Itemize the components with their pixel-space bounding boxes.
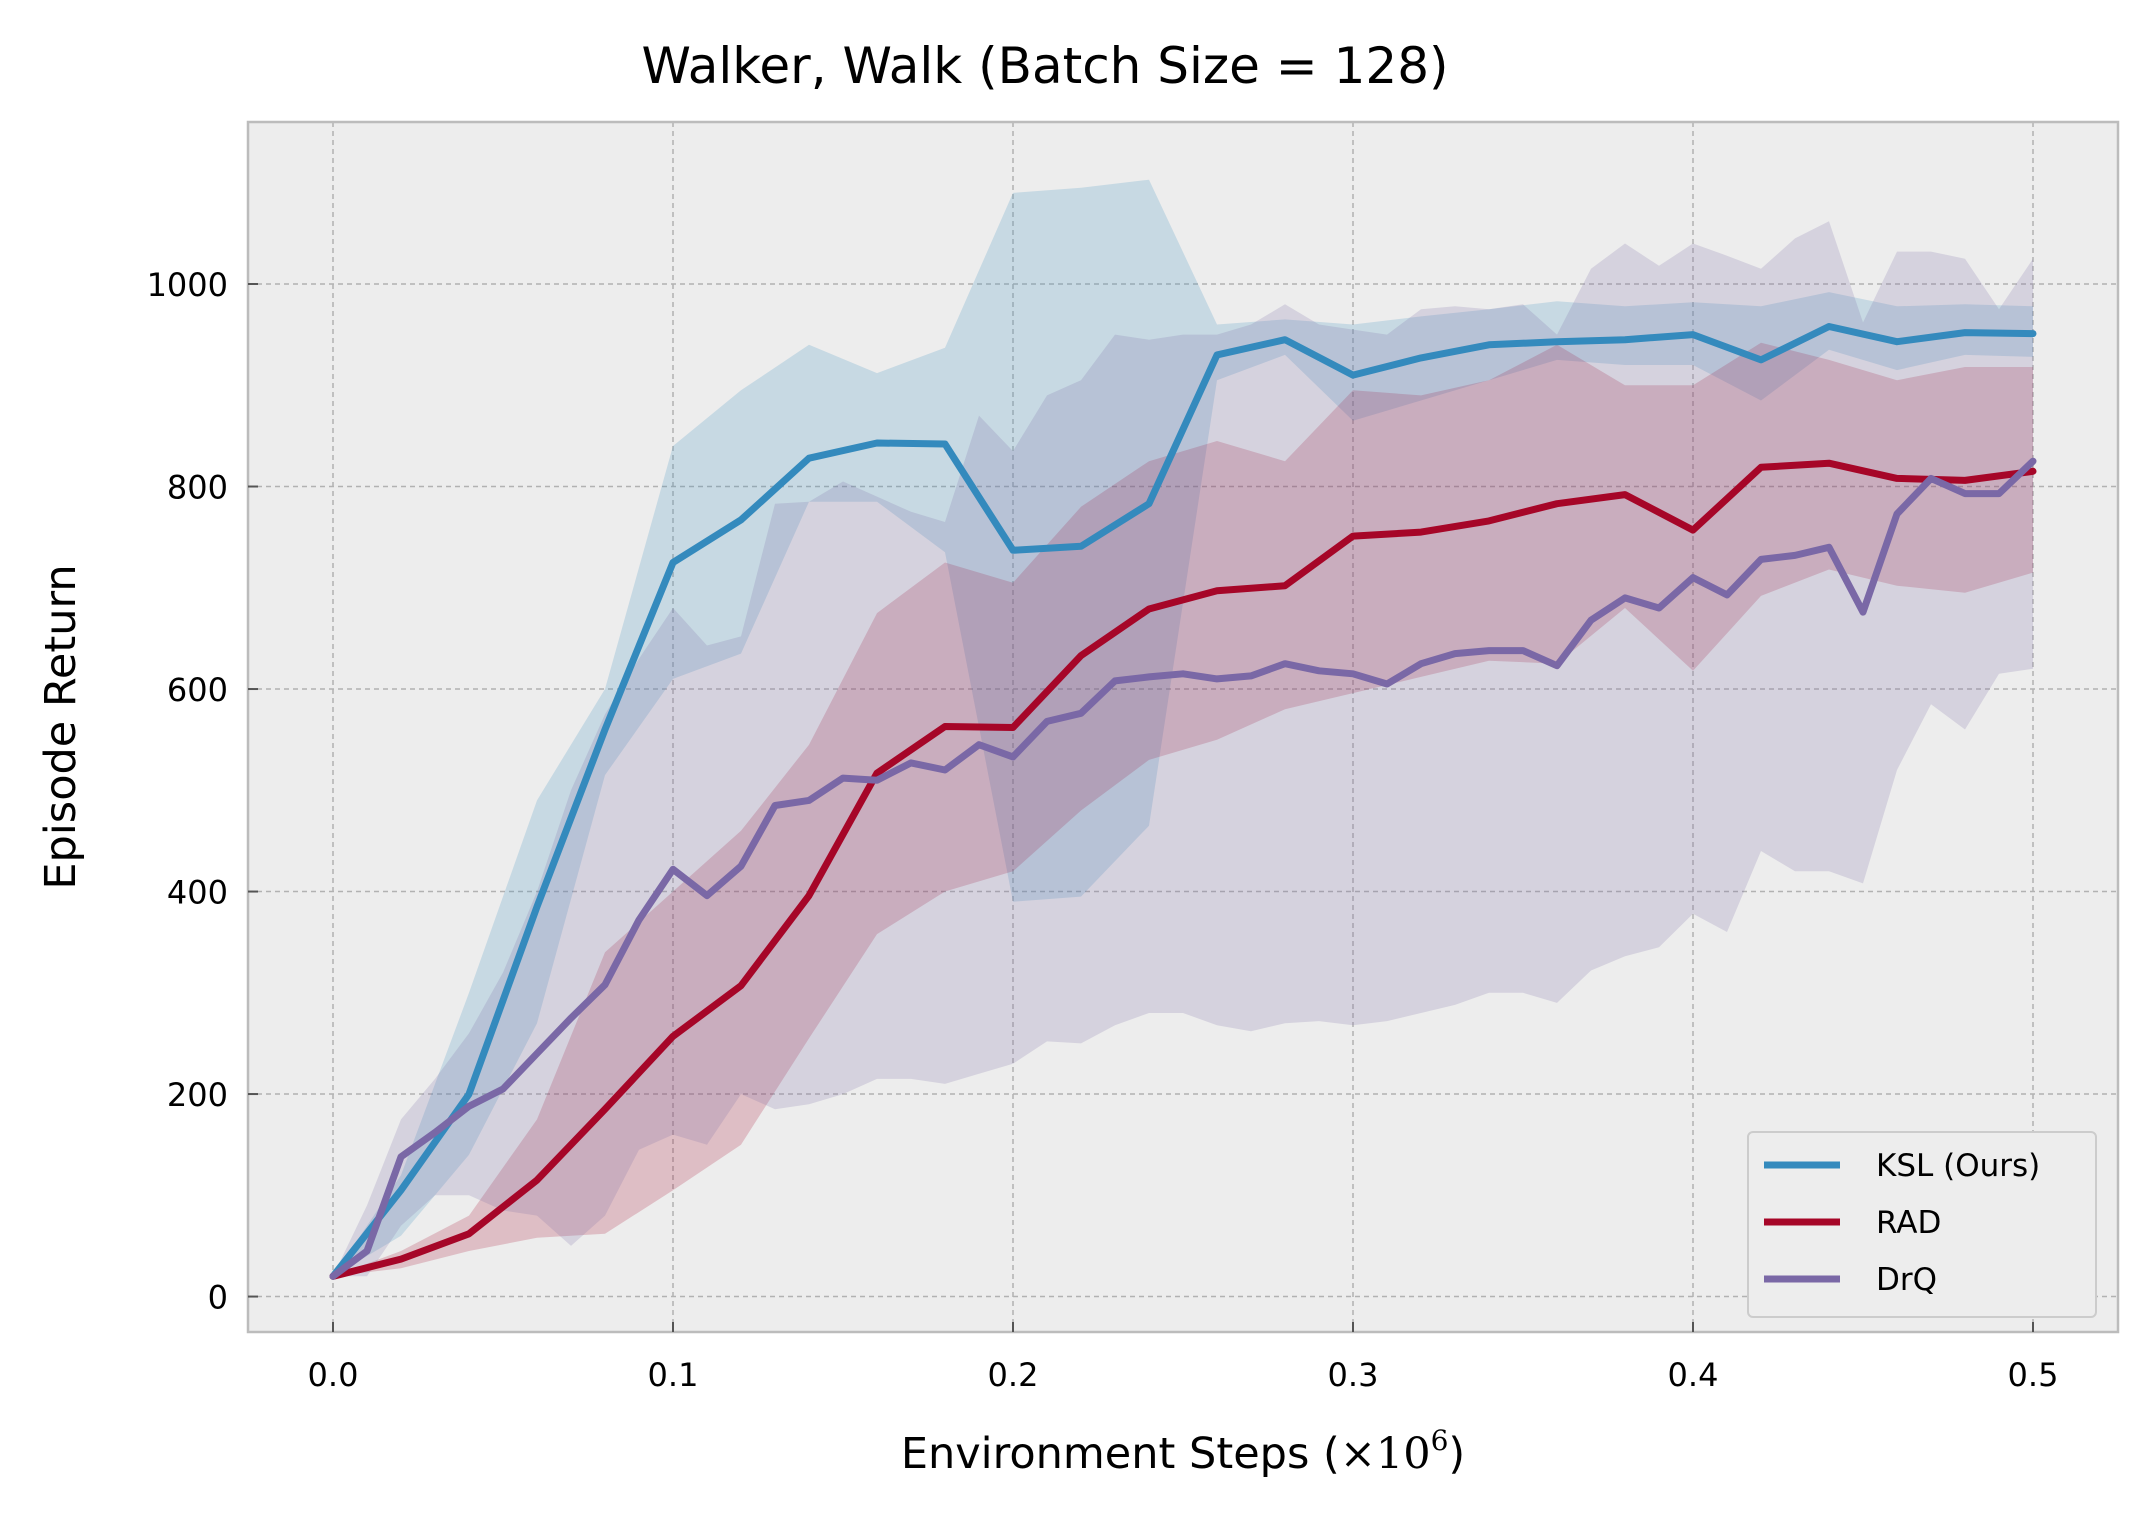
y-tick-label: 200	[167, 1076, 228, 1114]
series-line-0	[329, 323, 2037, 1280]
x-tick-label: 0.3	[1328, 1356, 1379, 1394]
y-axis-label: Episode Return	[36, 564, 86, 889]
x-tick-label: 0.0	[308, 1356, 359, 1394]
legend-label-0: KSL (Ours)	[1876, 1148, 2040, 1184]
legend-label-1: RAD	[1876, 1205, 1941, 1241]
x-axis-label-close: )	[1448, 1429, 1465, 1479]
legend-box	[1747, 1131, 2097, 1318]
x-axis-label-exponent: 6	[1431, 1424, 1449, 1457]
x-tick-label: 0.5	[2008, 1356, 2059, 1394]
plot-frame	[246, 120, 2120, 1334]
legend-label-2: DrQ	[1876, 1262, 1937, 1298]
x-axis-ticks: 0.0 0.1 0.2 0.3 0.4 0.5	[308, 1322, 2059, 1394]
band-0	[333, 179, 2033, 1277]
confidence-bands	[333, 179, 2033, 1277]
x-axis-label-multiplier: ×10	[1340, 1429, 1431, 1479]
x-axis-label-main: Environment Steps (	[901, 1429, 1340, 1479]
band-2	[333, 221, 2033, 1277]
y-tick-label: 400	[167, 874, 228, 912]
y-tick-label: 1000	[147, 266, 228, 304]
series-line-2	[329, 457, 2037, 1280]
x-tick-label: 0.2	[988, 1356, 1039, 1394]
plot-area	[248, 122, 2118, 1332]
chart-title: Walker, Walk (Batch Size = 128)	[641, 37, 1448, 95]
y-axis-ticks: 0 200 400 600 800 1000	[147, 266, 258, 1317]
x-axis-label: Environment Steps (×106)	[901, 1424, 1465, 1479]
y-tick-label: 600	[167, 671, 228, 709]
series-lines	[329, 323, 2037, 1280]
x-tick-label: 0.4	[1668, 1356, 1719, 1394]
legend: KSL (Ours) RAD DrQ	[1747, 1131, 2097, 1318]
band-1	[333, 342, 2033, 1277]
y-tick-label: 0	[208, 1279, 228, 1317]
x-tick-label: 0.1	[648, 1356, 699, 1394]
series-line-1	[329, 459, 2037, 1280]
y-tick-label: 800	[167, 469, 228, 507]
